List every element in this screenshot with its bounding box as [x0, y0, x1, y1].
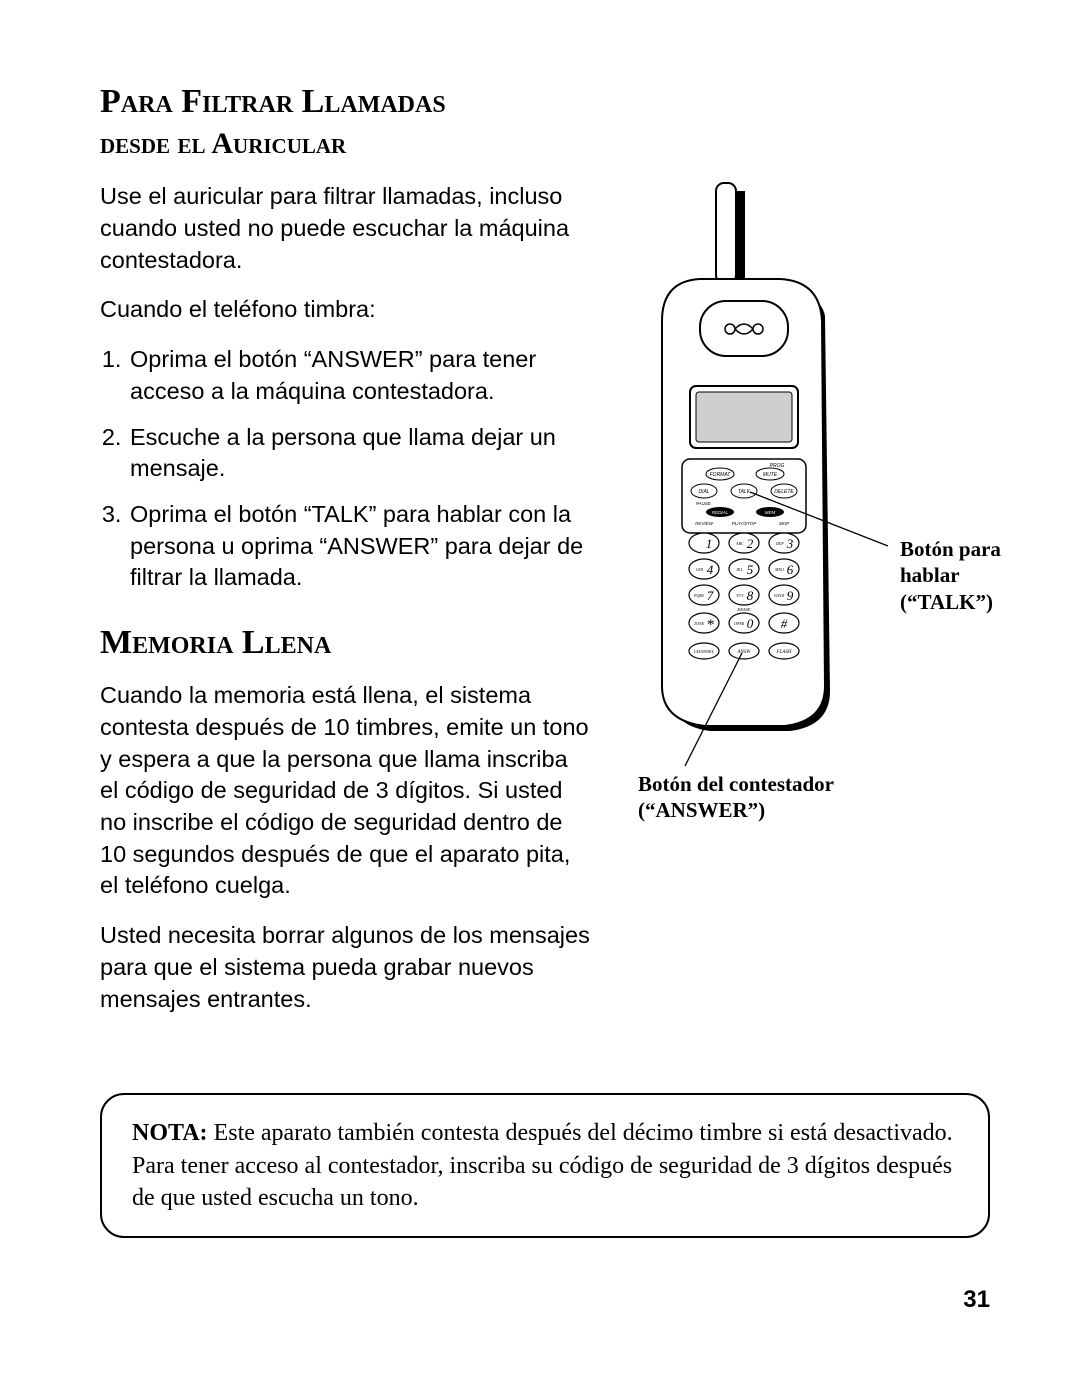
svg-text:PQRS: PQRS [693, 593, 704, 598]
svg-text:DIAL: DIAL [698, 489, 709, 495]
heading-line-1: Para Filtrar Llamadas [100, 80, 990, 124]
intro-paragraph-2: Cuando el teléfono timbra: [100, 294, 590, 326]
svg-text:TONE: TONE [694, 621, 705, 626]
svg-text:7: 7 [707, 588, 714, 603]
svg-text:8: 8 [747, 588, 754, 603]
svg-text:3: 3 [786, 536, 794, 551]
memory-paragraph-1: Cuando la memoria está llena, el sistema… [100, 680, 590, 902]
callout-talk: Botón para hablar (“TALK”) [900, 536, 1050, 615]
page-number: 31 [963, 1286, 990, 1314]
svg-text:OPER: OPER [734, 621, 745, 626]
svg-text:#: # [781, 616, 788, 631]
intro-paragraph-1: Use el auricular para filtrar llamadas, … [100, 181, 590, 276]
svg-text:JKL: JKL [736, 567, 743, 572]
svg-text:ANSW: ANSW [736, 650, 751, 655]
svg-text:4: 4 [707, 562, 714, 577]
phone-illustration: PROG FORMAT MUTE DIAL TALK DELETE PAUSE … [630, 181, 890, 781]
svg-text:FLASH: FLASH [776, 650, 792, 655]
svg-text:MUTE: MUTE [763, 472, 778, 478]
svg-text:PAUSE: PAUSE [696, 501, 712, 506]
svg-text:REDIAL: REDIAL [712, 510, 729, 515]
svg-text:TUV: TUV [736, 593, 744, 598]
svg-text:DELETE: DELETE [774, 489, 794, 495]
note-box: NOTA: Este aparato también contesta desp… [100, 1093, 990, 1238]
callout-answer: Botón del contestador (“ANSWER”) [638, 771, 888, 824]
content-row: Use el auricular para filtrar llamadas, … [100, 181, 990, 1033]
steps-list: Oprima el botón “ANSWER” para tener acce… [128, 344, 590, 594]
figure-column: PROG FORMAT MUTE DIAL TALK DELETE PAUSE … [630, 181, 990, 1033]
svg-text:DEF: DEF [775, 541, 784, 546]
svg-text:9: 9 [787, 588, 794, 603]
svg-text:MEM: MEM [765, 510, 776, 515]
memory-paragraph-2: Usted necesita borrar algunos de los men… [100, 920, 590, 1015]
svg-text:WXYZ: WXYZ [774, 593, 785, 598]
heading-line-2: desde el Auricular [100, 124, 990, 163]
svg-text:1: 1 [706, 536, 713, 551]
svg-text:5: 5 [747, 562, 754, 577]
svg-text:REVIEW: REVIEW [695, 521, 714, 526]
svg-text:6: 6 [787, 562, 794, 577]
section-heading-2: Memoria Llena [100, 624, 590, 662]
svg-text:SKIP: SKIP [779, 521, 789, 526]
note-label: NOTA: [132, 1120, 208, 1146]
svg-text:PLAY/STOP: PLAY/STOP [732, 521, 757, 526]
note-text: Este aparato también contesta después de… [132, 1120, 953, 1211]
svg-text:ERASE: ERASE [736, 607, 750, 612]
svg-text:TALK: TALK [738, 489, 751, 495]
svg-text:GHI: GHI [696, 567, 704, 572]
svg-text:ABC: ABC [735, 541, 744, 546]
text-column: Use el auricular para filtrar llamadas, … [100, 181, 590, 1033]
svg-text:CHANNEL: CHANNEL [694, 649, 715, 654]
step-1: Oprima el botón “ANSWER” para tener acce… [128, 344, 590, 407]
svg-text:*: * [706, 617, 714, 633]
svg-text:0: 0 [747, 616, 754, 631]
svg-text:2: 2 [747, 536, 754, 551]
section-heading-1: Para Filtrar Llamadas desde el Auricular [100, 80, 990, 163]
svg-text:MNO: MNO [774, 567, 784, 572]
step-2: Escuche a la persona que llama dejar un … [128, 422, 590, 485]
svg-text:FORMAT: FORMAT [710, 472, 732, 478]
step-3: Oprima el botón “TALK” para hablar con l… [128, 499, 590, 594]
